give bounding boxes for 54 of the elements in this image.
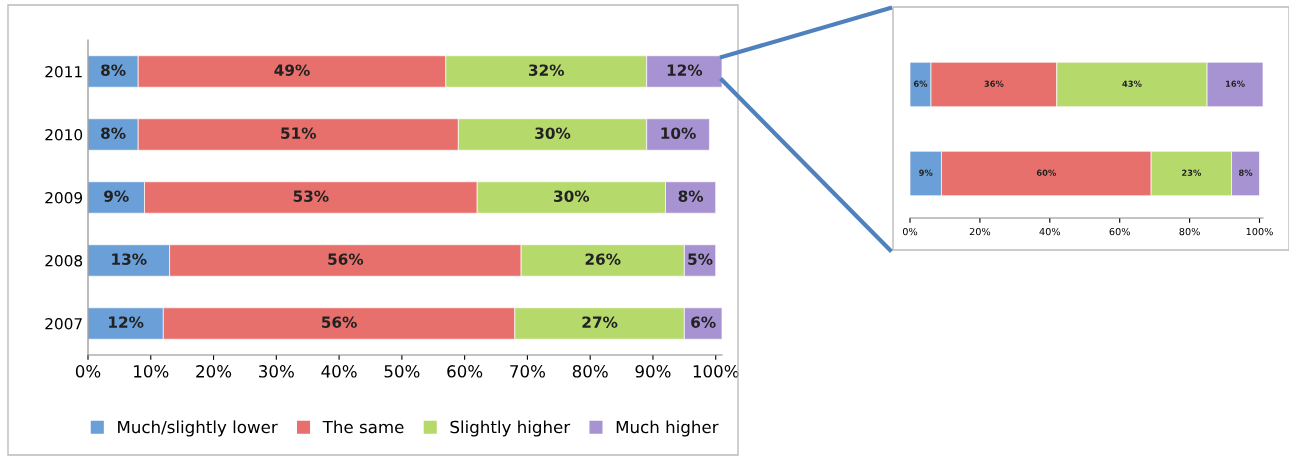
data-label: 43% [1122,80,1142,87]
legend-label: The same [322,420,404,434]
data-label: 56% [321,316,357,328]
data-label: 26% [585,253,621,265]
data-label: 36% [984,80,1004,87]
x-tick-label: 30% [259,365,294,378]
x-tick-label: 70% [510,365,546,378]
data-label: 23% [1182,169,1202,176]
data-label: 5% [688,253,713,265]
data-label: 27% [582,316,618,328]
x-tick-label: 0% [902,227,918,236]
legend-label: Much/slightly lower [118,420,278,437]
data-label: 8% [678,190,704,202]
x-tick-label: 90% [635,365,671,378]
data-label: 6% [913,80,928,87]
y-tick-label: 2009 [45,191,83,204]
x-tick-label: 80% [572,365,608,378]
x-tick-label: 100% [693,365,739,378]
x-tick-label: 60% [1109,227,1130,236]
legend-label: Much higher [616,420,719,437]
data-label: 30% [535,127,571,139]
data-label: 8% [101,127,126,139]
data-label: 51% [281,127,317,139]
data-label: 16% [1226,80,1245,87]
data-label: 12% [109,316,144,328]
data-label: 32% [528,64,565,76]
x-tick-label: 40% [1039,227,1061,236]
data-label: 13% [112,253,147,265]
data-label: 49% [274,64,310,76]
data-label: 53% [293,190,329,202]
y-tick-label: 2008 [45,254,83,267]
data-label: 12% [667,64,703,76]
x-tick-label: 100% [1246,227,1273,236]
y-tick-label: 2011 [45,65,82,78]
data-label: 56% [328,253,364,265]
data-label: 9% [104,190,129,202]
data-label: 10% [661,127,696,139]
x-tick-label: 50% [384,365,420,378]
x-tick-label: 20% [969,227,991,236]
data-label: 8% [1238,169,1253,176]
data-label: 9% [919,169,933,176]
x-tick-label: 80% [1179,227,1200,236]
y-tick-label: 2007 [45,317,82,330]
y-tick-label: 2010 [45,128,83,141]
x-tick-label: 60% [447,365,483,378]
data-label: 8% [101,64,126,76]
x-tick-label: 20% [196,365,232,378]
x-tick-label: 0% [75,365,101,378]
x-tick-label: 10% [134,365,169,378]
x-tick-label: 40% [321,365,357,378]
data-label: 6% [691,316,716,328]
legend-label: Slightly higher [450,420,571,437]
data-label: 30% [554,190,590,202]
data-label: 60% [1036,169,1057,176]
